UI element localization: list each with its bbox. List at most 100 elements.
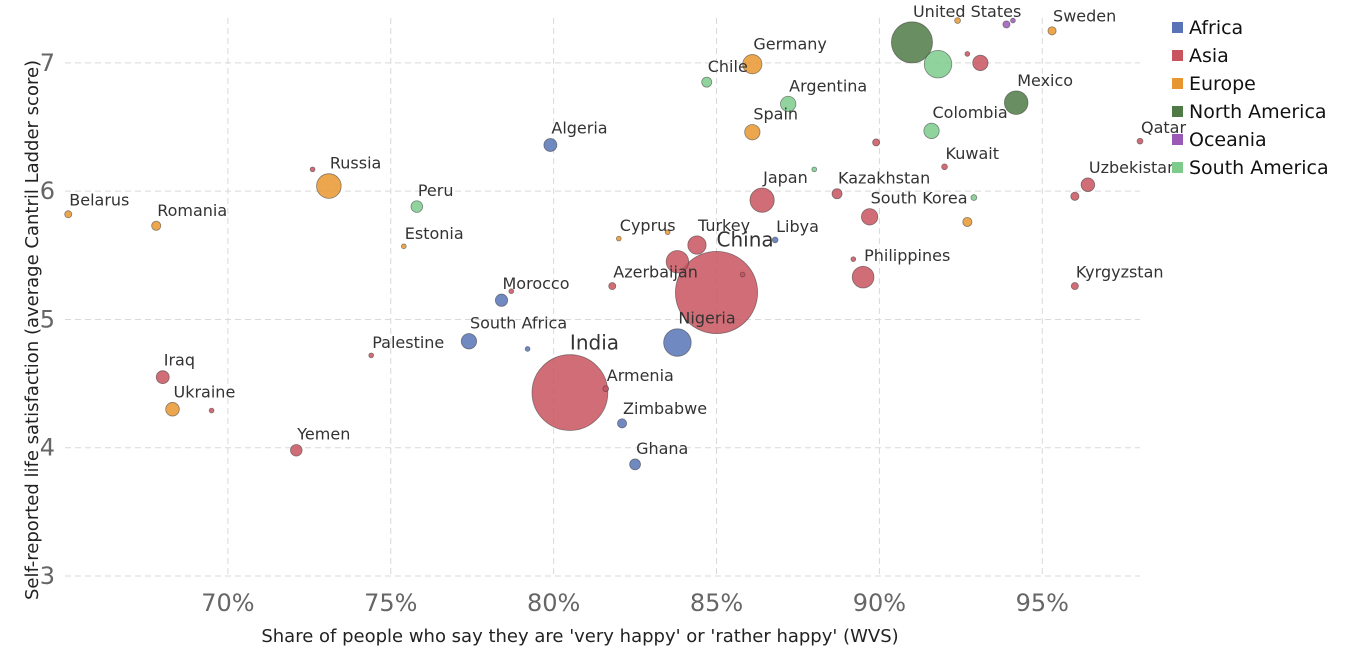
legend-label-africa[interactable]: Africa xyxy=(1189,17,1243,39)
point-south-korea[interactable] xyxy=(860,208,879,226)
point-nigeria[interactable] xyxy=(663,328,692,357)
point[interactable] xyxy=(962,216,973,227)
label-libya: Libya xyxy=(776,217,819,236)
point-spain[interactable] xyxy=(744,124,761,141)
point[interactable] xyxy=(208,407,215,414)
point-iraq[interactable] xyxy=(155,370,170,385)
point-argentina[interactable] xyxy=(780,95,797,113)
point-algeria[interactable] xyxy=(543,138,558,152)
point-estonia[interactable] xyxy=(400,243,407,250)
label-colombia: Colombia xyxy=(933,103,1008,122)
point-china[interactable] xyxy=(675,251,759,335)
point[interactable] xyxy=(665,250,690,274)
point-kazakhstan[interactable] xyxy=(831,188,843,200)
point-sweden[interactable] xyxy=(1047,26,1057,36)
point-germany[interactable] xyxy=(742,54,763,75)
label-iraq: Iraq xyxy=(164,351,195,370)
legend-swatch-south-america[interactable] xyxy=(1172,162,1183,173)
point-united-states[interactable] xyxy=(891,21,933,64)
x-tick-label: 80% xyxy=(527,589,580,617)
point-mexico[interactable] xyxy=(1004,90,1029,115)
label-palestine: Palestine xyxy=(372,333,444,352)
legend-swatch-oceania[interactable] xyxy=(1172,134,1183,145)
point-ukraine[interactable] xyxy=(165,402,180,417)
point[interactable] xyxy=(970,194,978,201)
legend-swatch-asia[interactable] xyxy=(1172,50,1183,61)
point-azerbaijan[interactable] xyxy=(608,282,617,291)
legend-label-europe[interactable]: Europe xyxy=(1189,73,1256,95)
point-russia[interactable] xyxy=(316,173,342,199)
legend-label-north-america[interactable]: North America xyxy=(1189,101,1327,123)
label-uzbekistan: Uzbekistan xyxy=(1089,158,1177,177)
label-south-africa: South Africa xyxy=(470,314,567,333)
point-chile[interactable] xyxy=(701,76,713,88)
legend[interactable]: Africa Asia Europe North America Oceania Sout… xyxy=(1172,17,1329,179)
point-morocco[interactable] xyxy=(494,293,509,307)
point-palestine[interactable] xyxy=(368,352,375,359)
point[interactable] xyxy=(811,166,818,173)
label-nigeria: Nigeria xyxy=(678,309,735,328)
point-belarus[interactable] xyxy=(64,210,73,219)
axis-ticks: 70% 75% 80% 85% 90% 95% 3 4 5 6 7 xyxy=(40,49,1069,617)
point[interactable] xyxy=(954,17,961,24)
label-philippines: Philippines xyxy=(864,246,950,265)
point-armenia[interactable] xyxy=(602,385,610,393)
point-colombia[interactable] xyxy=(923,122,940,139)
point[interactable] xyxy=(1002,20,1011,29)
point-philippines[interactable] xyxy=(851,265,875,289)
legend-swatch-europe[interactable] xyxy=(1172,78,1183,89)
point-libya[interactable] xyxy=(771,236,779,244)
point[interactable] xyxy=(739,271,746,278)
point-romania[interactable] xyxy=(151,220,162,231)
label-chile: Chile xyxy=(708,57,748,76)
point-cyprus[interactable] xyxy=(615,235,622,242)
point[interactable] xyxy=(309,166,316,173)
data-points xyxy=(64,17,1144,471)
legend-swatch-north-america[interactable] xyxy=(1172,106,1183,117)
point[interactable] xyxy=(850,256,857,262)
point-peru[interactable] xyxy=(410,200,424,213)
point-qatar[interactable] xyxy=(1136,137,1144,145)
label-kuwait: Kuwait xyxy=(946,144,999,163)
point[interactable] xyxy=(972,54,989,71)
point-japan[interactable] xyxy=(749,187,775,213)
label-morocco: Morocco xyxy=(503,274,570,293)
label-algeria: Algeria xyxy=(551,118,607,137)
point-uzbekistan[interactable] xyxy=(1080,177,1096,192)
point-kyrgyzstan[interactable] xyxy=(1070,282,1079,291)
legend-label-oceania[interactable]: Oceania xyxy=(1189,129,1267,151)
point-labels: China India United States Nigeria Russia Japa… xyxy=(69,2,1186,458)
point[interactable] xyxy=(664,229,671,236)
point-ghana[interactable] xyxy=(629,458,641,471)
point-kuwait[interactable] xyxy=(941,163,948,171)
point[interactable] xyxy=(964,51,971,57)
point[interactable] xyxy=(1010,17,1016,24)
legend-label-south-america[interactable]: South America xyxy=(1189,157,1329,179)
point-india[interactable] xyxy=(531,354,609,431)
label-armenia: Armenia xyxy=(607,366,674,385)
label-cyprus: Cyprus xyxy=(620,216,676,235)
label-spain: Spain xyxy=(753,104,798,123)
x-tick-label: 70% xyxy=(201,589,254,617)
point-yemen[interactable] xyxy=(290,444,303,457)
point-south-africa[interactable] xyxy=(460,333,478,350)
legend-label-asia[interactable]: Asia xyxy=(1189,45,1229,67)
label-russia: Russia xyxy=(330,154,381,173)
y-tick-label: 7 xyxy=(40,49,55,77)
point[interactable] xyxy=(872,138,881,147)
legend-swatch-africa[interactable] xyxy=(1172,22,1183,33)
y-axis-title: Self-reported life satisfaction (average… xyxy=(22,60,43,600)
point[interactable] xyxy=(508,288,515,295)
gridlines xyxy=(65,18,1140,577)
label-south-korea: South Korea xyxy=(871,189,968,208)
label-yemen: Yemen xyxy=(296,424,350,443)
point[interactable] xyxy=(923,49,953,79)
point[interactable] xyxy=(524,346,531,352)
label-peru: Peru xyxy=(418,181,454,200)
point-zimbabwe[interactable] xyxy=(617,418,628,429)
point[interactable] xyxy=(1070,191,1080,201)
y-tick-label: 6 xyxy=(40,177,55,205)
point-turkey[interactable] xyxy=(687,235,707,255)
label-japan: Japan xyxy=(762,168,808,187)
